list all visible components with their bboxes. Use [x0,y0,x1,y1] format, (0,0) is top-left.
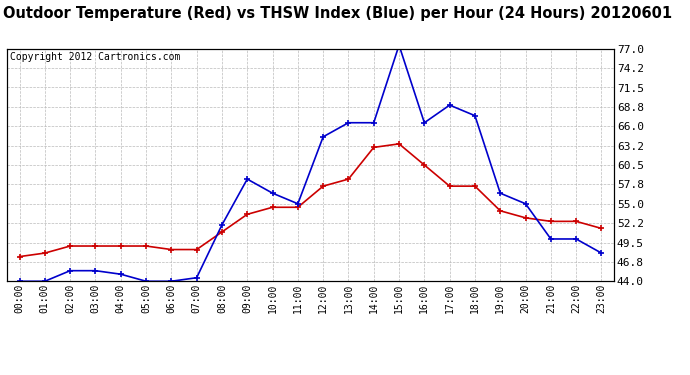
Text: Outdoor Temperature (Red) vs THSW Index (Blue) per Hour (24 Hours) 20120601: Outdoor Temperature (Red) vs THSW Index … [3,6,673,21]
Text: Copyright 2012 Cartronics.com: Copyright 2012 Cartronics.com [10,52,180,62]
